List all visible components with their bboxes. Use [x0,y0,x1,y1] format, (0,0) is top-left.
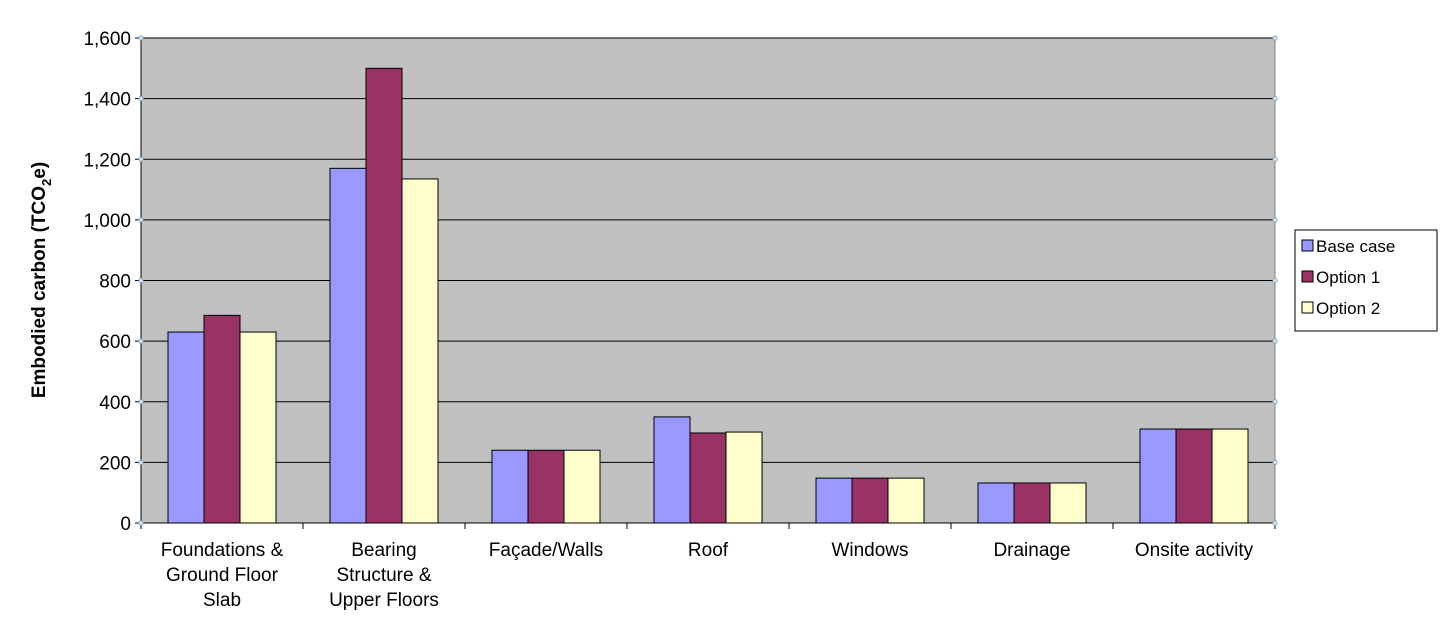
y-tick-label: 0 [120,514,131,535]
bar-option-2 [239,331,277,524]
bar-option-2 [725,431,763,524]
x-category-label-line: Onsite activity [1135,540,1254,561]
y-tick-label: 800 [99,272,131,293]
bar-base-case [977,482,1015,524]
left-edge-marker [138,459,144,465]
bar-base-case [815,477,853,524]
bar-base-case [1139,428,1177,524]
left-edge-marker [138,217,144,223]
bar-base-case [653,416,691,524]
y-axis-title-subscript: 2 [39,179,54,186]
x-category-label: Foundations & Ground Floor Slab [161,540,284,611]
x-category-label-line: Roof [688,540,729,561]
x-category-label-line: Drainage [993,540,1070,561]
left-edge-marker [138,399,144,405]
y-axis-title-tail: e) [29,162,50,179]
x-category-label-line: Structure & [336,565,431,586]
left-edge-marker [138,35,144,41]
right-edge-marker [1272,459,1278,465]
bar-option-2 [563,449,601,524]
bars [167,67,1249,524]
x-category-label-line: Foundations & [161,540,284,561]
x-category-label: Bearing Structure & Upper Floors [329,540,439,611]
left-edge-marker [138,520,144,526]
bar-option-1 [851,477,889,524]
right-edge-markers [138,35,1278,526]
legend-swatch [1301,301,1314,314]
left-edge-marker [138,96,144,102]
right-edge-marker [1272,520,1278,526]
bar-option-2 [401,178,439,524]
bar-option-1 [365,67,403,524]
legend-swatch [1301,270,1314,283]
legend: Base case Option 1 Option 2 [1294,229,1438,332]
y-tick-label: 1,000 [83,211,131,232]
right-edge-marker [1272,156,1278,162]
legend-label: Option 2 [1316,299,1380,318]
bar-option-2 [1211,428,1249,524]
bar-option-1 [203,314,241,524]
right-edge-marker [1272,399,1278,405]
y-tick-label: 200 [99,453,131,474]
bar-base-case [491,449,529,524]
legend-label: Base case [1316,237,1395,256]
bar-base-case [167,331,205,524]
right-edge-marker [1272,338,1278,344]
bar-option-1 [527,449,565,524]
y-tick-label: 1,200 [83,150,131,171]
x-category-label: Façade/Walls [489,540,603,561]
right-edge-marker [1272,35,1278,41]
left-edge-marker [138,338,144,344]
x-category-label-line: Bearing [351,540,417,561]
x-category-label: Windows [831,540,908,561]
bar-base-case [329,167,367,524]
legend-box [1294,229,1438,332]
x-category-label: Roof [688,540,729,561]
x-category-label-line: Slab [203,590,241,611]
legend-swatch [1301,239,1314,252]
x-category-label-line: Windows [831,540,908,561]
y-axis-title-main: Embodied carbon (TCO [29,186,50,398]
y-tick-label: 400 [99,393,131,414]
bar-option-2 [887,477,925,524]
right-edge-marker [1272,96,1278,102]
legend-label: Option 1 [1316,268,1380,287]
bar-option-1 [1175,428,1213,524]
y-tick-label: 1,400 [83,90,131,111]
y-axis-ticks: 0 200 400 600 800 1,000 1,200 1,400 1,600 [83,29,141,535]
x-category-label: Onsite activity [1135,540,1254,561]
right-edge-marker [1272,277,1278,284]
bar-option-1 [1013,482,1051,524]
x-axis-ticks: Foundations & Ground Floor Slab Bearing Stru… [140,523,1276,611]
bar-option-1 [689,432,727,524]
bar-option-2 [1049,482,1087,524]
right-edge-marker [1272,217,1278,223]
x-category-label-line: Ground Floor [166,565,279,586]
x-category-label-line: Façade/Walls [489,540,603,561]
y-tick-label: 600 [99,332,131,353]
left-edge-marker [138,277,144,284]
x-category-label-line: Upper Floors [329,590,439,611]
x-category-label: Drainage [993,540,1070,561]
y-axis-title: Embodied carbon (TCO2e) [29,162,54,398]
left-edge-marker [138,156,144,162]
y-tick-label: 1,600 [83,29,131,50]
